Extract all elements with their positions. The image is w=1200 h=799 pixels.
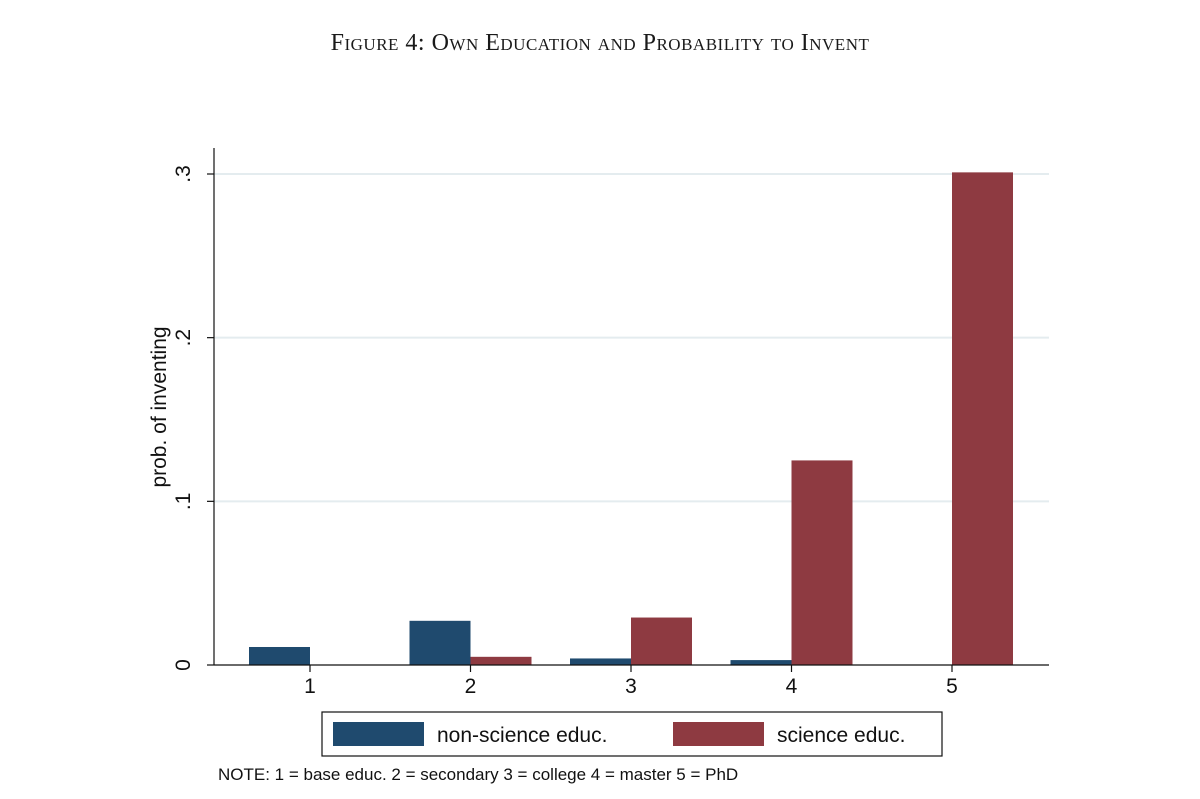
y-axis-label: prob. of inventing [148, 326, 171, 487]
bars [249, 172, 1013, 665]
legend-label-science: science educ. [777, 724, 905, 747]
x-tick-label: 4 [786, 675, 798, 698]
bar-non-science-3 [570, 658, 631, 665]
legend: non-science educ. science educ. [321, 711, 943, 757]
bar-science-3 [631, 617, 692, 665]
y-tick-label: 0 [172, 659, 195, 671]
y-tick-label: .2 [172, 329, 195, 347]
bar-non-science-2 [409, 620, 471, 665]
x-tick-label: 5 [946, 675, 958, 698]
bar-science-2 [470, 656, 532, 665]
gridlines [214, 173, 1049, 503]
y-tick-label: .3 [172, 165, 195, 183]
legend-swatch-science [673, 722, 764, 746]
y-ticks: 0 .1 .2 .3 [172, 165, 214, 671]
bar-science-5 [952, 172, 1013, 665]
legend-swatch-non-science [333, 722, 424, 746]
legend-box [321, 711, 943, 757]
bar-science-4 [791, 460, 853, 665]
x-tick-label: 2 [465, 675, 477, 698]
y-tick-label: .1 [172, 493, 195, 511]
axes [213, 148, 1049, 666]
figure-title: Figure 4: Own Education and Probability … [330, 30, 870, 56]
bar-non-science-1 [249, 646, 310, 665]
x-ticks: 1 2 3 4 5 [304, 665, 958, 698]
bar-non-science-4 [730, 660, 792, 665]
x-tick-label: 3 [625, 675, 637, 698]
x-tick-label: 1 [304, 675, 316, 698]
legend-label-non-science: non-science educ. [437, 724, 607, 747]
figure-note: NOTE: 1 = base educ. 2 = secondary 3 = c… [218, 765, 739, 784]
